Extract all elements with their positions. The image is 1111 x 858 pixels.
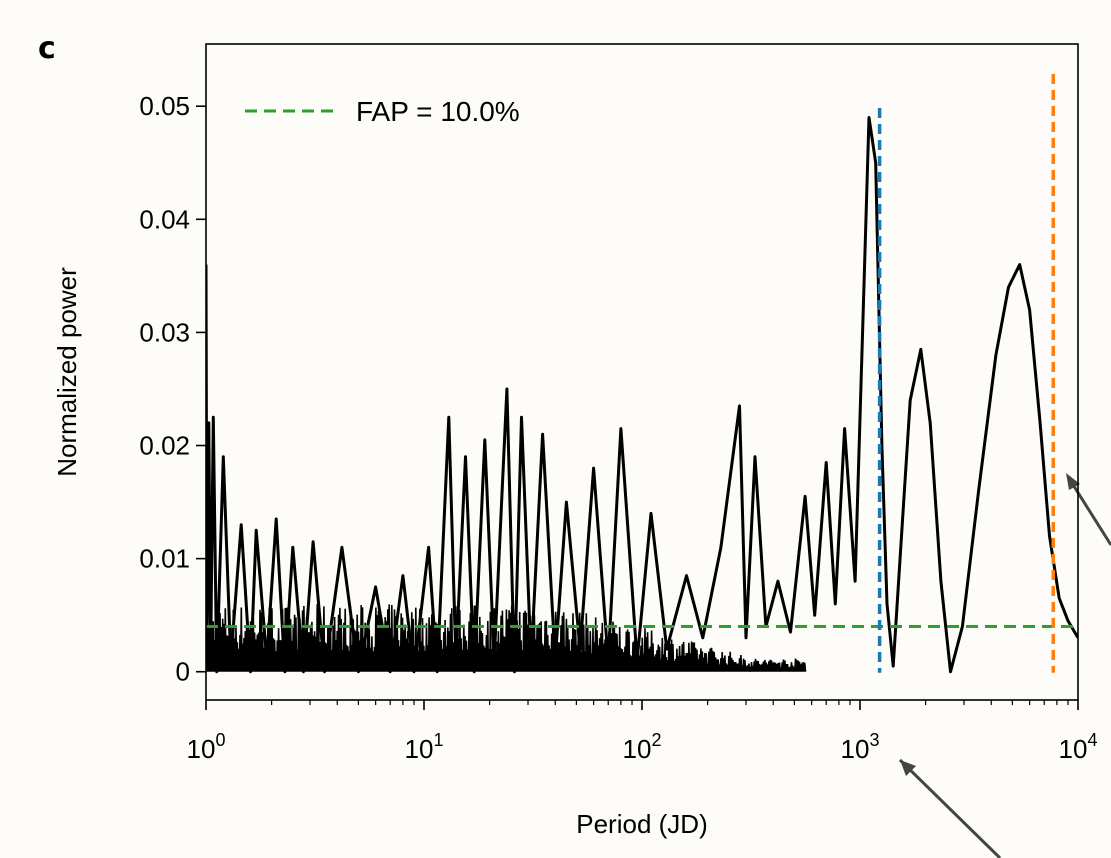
x-tick-label-4: 104 xyxy=(1059,730,1098,764)
x-axis-title: Period (JD) xyxy=(576,809,707,839)
x-tick-label-2: 102 xyxy=(623,730,662,764)
legend-fap-label: FAP = 10.0% xyxy=(356,96,520,127)
y-axis-title: Normalized power xyxy=(52,267,82,477)
y-tick-label-1: 0.01 xyxy=(139,544,190,574)
panel-label: c xyxy=(38,31,56,66)
axes: 0 0.01 0.02 0.03 0.04 0.05 100 101 102 103 104 xyxy=(139,43,1098,764)
noise-band xyxy=(206,604,807,672)
y-tick-label-5: 0.05 xyxy=(139,91,190,121)
y-tick-label-2: 0.02 xyxy=(139,431,190,461)
x-tick-label-1: 101 xyxy=(405,730,444,764)
legend: FAP = 10.0% xyxy=(245,96,520,127)
x-tick-label-0: 100 xyxy=(187,730,226,764)
annotation-arrow-right xyxy=(1068,479,1111,546)
y-tick-label-0: 0 xyxy=(176,657,190,687)
plot-area xyxy=(206,74,1078,674)
annotation-arrowhead-lower xyxy=(900,760,916,776)
x-tick-label-3: 103 xyxy=(841,730,880,764)
annotation-arrowhead-right xyxy=(1066,473,1080,490)
y-tick-label-3: 0.03 xyxy=(139,317,190,347)
annotation-arrow-lower xyxy=(898,758,1002,858)
series-line-0 xyxy=(206,116,1078,674)
annotation-arrows xyxy=(898,473,1111,858)
y-tick-label-4: 0.04 xyxy=(139,204,190,234)
